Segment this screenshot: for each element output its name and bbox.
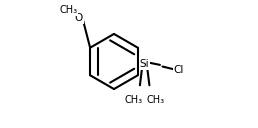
Text: Cl: Cl xyxy=(173,65,184,75)
Text: CH₃: CH₃ xyxy=(124,95,142,105)
Text: CH₃: CH₃ xyxy=(147,95,165,105)
Text: O: O xyxy=(75,13,83,23)
Text: Si: Si xyxy=(140,59,149,69)
Text: CH₃: CH₃ xyxy=(60,5,78,15)
